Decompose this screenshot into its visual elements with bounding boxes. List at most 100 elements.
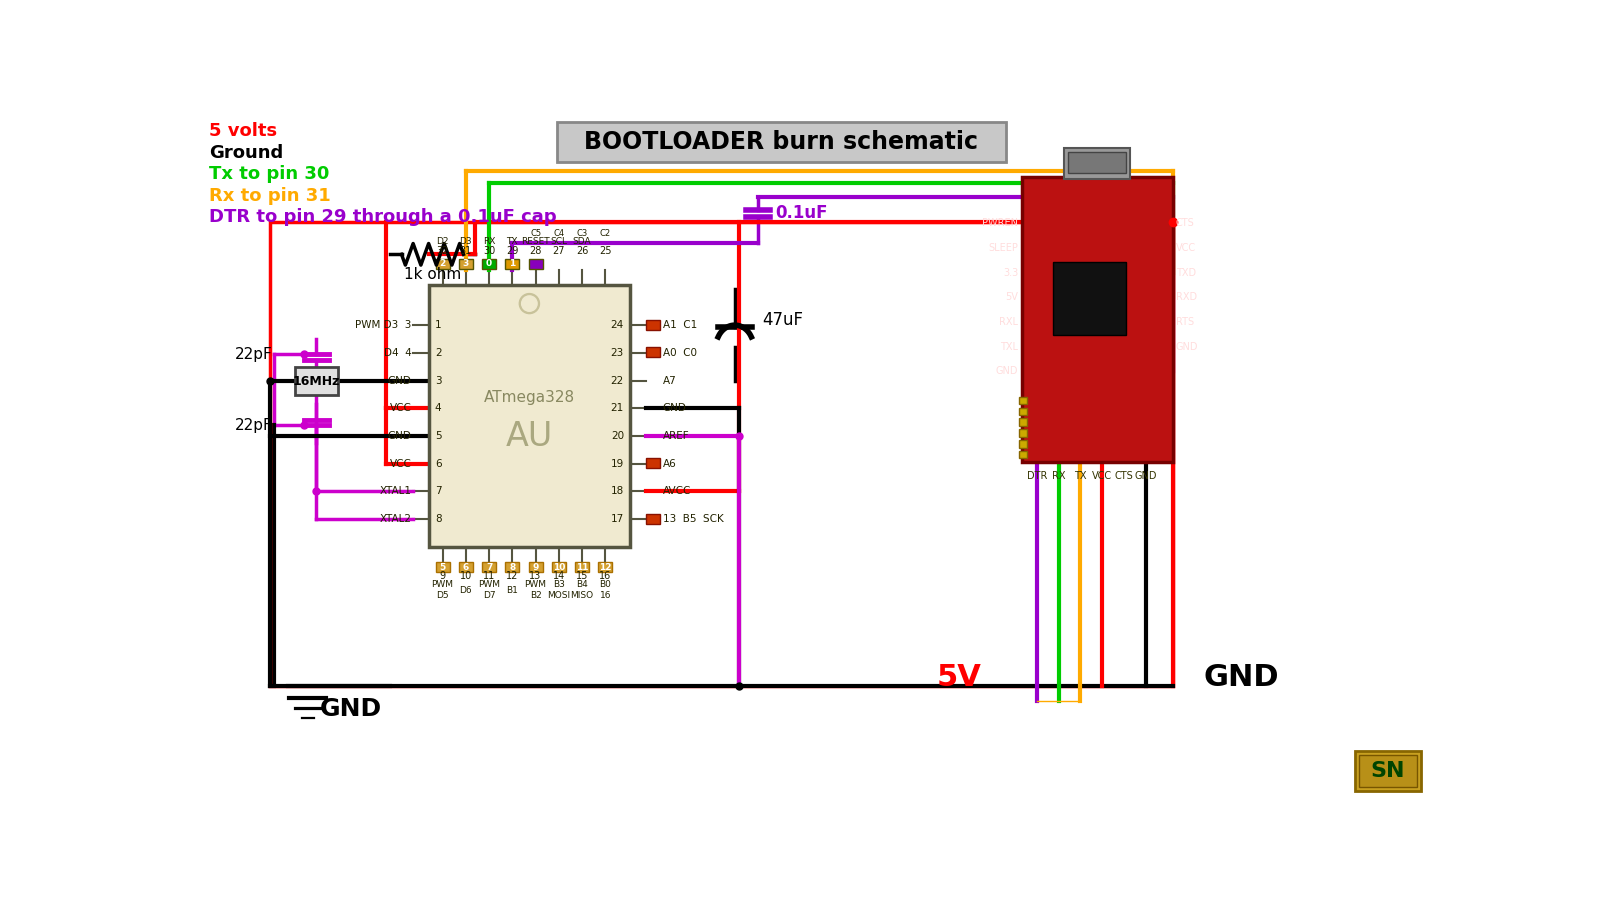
Text: 24: 24 <box>611 320 624 330</box>
Bar <box>1064 148 1130 179</box>
Text: 9: 9 <box>440 572 446 581</box>
Text: RX: RX <box>1051 472 1066 482</box>
Text: BOOTLOADER burn schematic: BOOTLOADER burn schematic <box>584 130 978 154</box>
Text: 28: 28 <box>530 247 542 256</box>
Text: C2: C2 <box>600 229 611 238</box>
Text: 3.3: 3.3 <box>1003 268 1018 278</box>
Text: PWM
D7: PWM D7 <box>478 580 501 599</box>
Bar <box>1019 397 1027 404</box>
Text: CTS: CTS <box>1176 219 1195 229</box>
Text: RX: RX <box>483 238 496 247</box>
Text: GND: GND <box>995 366 1018 376</box>
Bar <box>646 458 659 468</box>
Bar <box>482 259 496 269</box>
Text: C3: C3 <box>576 229 587 238</box>
Text: 11: 11 <box>483 572 496 581</box>
Text: RTS: RTS <box>1176 317 1194 327</box>
Bar <box>557 122 1006 162</box>
Text: RESET: RESET <box>522 238 550 247</box>
Text: 6: 6 <box>435 459 442 469</box>
Text: C5: C5 <box>530 229 541 238</box>
Text: VCC: VCC <box>390 459 411 469</box>
Text: 22: 22 <box>611 375 624 385</box>
Text: D4  4: D4 4 <box>384 348 411 358</box>
Text: 10: 10 <box>459 572 472 581</box>
Text: 12: 12 <box>598 563 611 572</box>
Text: XTAL2: XTAL2 <box>379 514 411 524</box>
Text: PWREN: PWREN <box>982 219 1018 229</box>
Bar <box>1355 751 1421 791</box>
Text: PWM D3  3: PWM D3 3 <box>355 320 411 330</box>
Text: 2: 2 <box>440 259 446 268</box>
Text: 0.1uF: 0.1uF <box>774 204 827 222</box>
Text: B0
16: B0 16 <box>600 580 611 599</box>
Text: A7: A7 <box>662 375 677 385</box>
Bar <box>506 562 520 572</box>
Text: AVCC: AVCC <box>662 487 691 497</box>
Text: 19: 19 <box>611 459 624 469</box>
Bar <box>574 562 589 572</box>
Bar <box>459 259 474 269</box>
Text: Rx to pin 31: Rx to pin 31 <box>210 187 331 205</box>
Text: DTR: DTR <box>1027 472 1046 482</box>
Text: 5: 5 <box>435 431 442 441</box>
Text: 47uF: 47uF <box>762 310 803 328</box>
Text: D2: D2 <box>437 238 450 247</box>
Text: SCL: SCL <box>550 238 568 247</box>
Bar <box>482 562 496 572</box>
Text: RXL: RXL <box>1000 317 1018 327</box>
Bar <box>552 562 566 572</box>
Text: A6: A6 <box>662 459 677 469</box>
Text: 7: 7 <box>435 487 442 497</box>
Text: VCC: VCC <box>390 403 411 413</box>
Bar <box>1019 408 1027 415</box>
Text: 12: 12 <box>506 572 518 581</box>
Text: PWM
B2: PWM B2 <box>525 580 547 599</box>
Text: Ground: Ground <box>210 144 283 162</box>
Text: ATmega328: ATmega328 <box>483 391 574 405</box>
Text: A1  C1: A1 C1 <box>662 320 698 330</box>
Text: VCC: VCC <box>1093 472 1112 482</box>
Text: 1: 1 <box>435 320 442 330</box>
Text: 16: 16 <box>600 572 611 581</box>
Text: GND: GND <box>662 403 686 413</box>
Text: C4: C4 <box>554 229 565 238</box>
Text: Tx to pin 30: Tx to pin 30 <box>210 166 330 184</box>
Bar <box>1019 418 1027 426</box>
Bar <box>1021 177 1173 463</box>
Text: 10: 10 <box>552 563 565 572</box>
Text: SN: SN <box>1370 761 1405 781</box>
Text: 5V: 5V <box>938 663 982 692</box>
Bar <box>1069 152 1126 174</box>
Bar <box>1019 440 1027 447</box>
Text: 25: 25 <box>598 247 611 256</box>
Text: AU: AU <box>506 420 554 454</box>
Text: TXL: TXL <box>1000 342 1018 352</box>
Text: TX: TX <box>1074 472 1086 482</box>
Text: A0  C0: A0 C0 <box>662 348 696 358</box>
Text: TXD: TXD <box>1176 268 1195 278</box>
Bar <box>598 562 613 572</box>
Text: GND: GND <box>1203 663 1280 692</box>
Text: 11: 11 <box>576 563 589 572</box>
Text: XTAL1: XTAL1 <box>379 487 411 497</box>
Text: 4: 4 <box>435 403 442 413</box>
Text: GND: GND <box>387 431 411 441</box>
Text: GND: GND <box>320 697 382 721</box>
Circle shape <box>522 296 538 311</box>
Text: RXD: RXD <box>1176 292 1197 302</box>
Text: SDA: SDA <box>573 238 592 247</box>
Text: 21: 21 <box>611 403 624 413</box>
Bar <box>506 259 520 269</box>
Text: B1: B1 <box>506 586 518 595</box>
Text: 6: 6 <box>462 563 469 572</box>
Text: CTS: CTS <box>1115 472 1133 482</box>
Text: 2: 2 <box>435 348 442 358</box>
Text: 14: 14 <box>552 572 565 581</box>
Bar <box>435 259 450 269</box>
Text: 8: 8 <box>509 563 515 572</box>
Text: VCC: VCC <box>1176 243 1195 253</box>
Text: 5 volts: 5 volts <box>210 122 277 140</box>
Text: 13: 13 <box>530 572 542 581</box>
Text: GND: GND <box>1176 342 1198 352</box>
